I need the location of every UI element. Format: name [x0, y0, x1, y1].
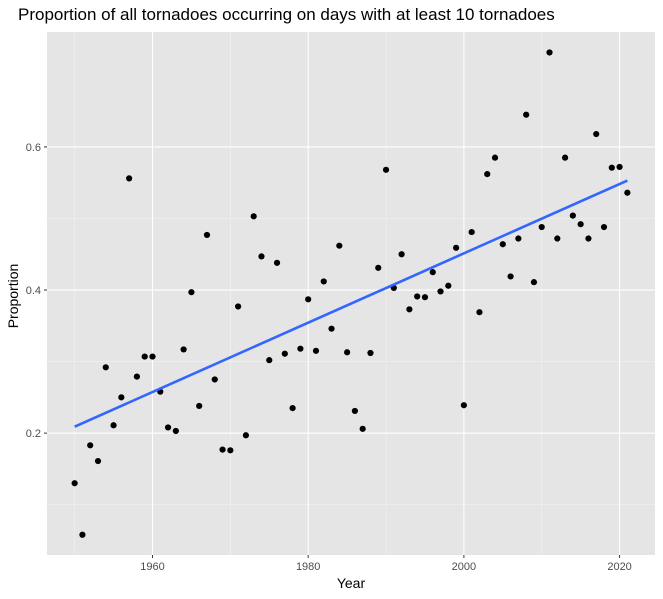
y-axis-title: Proportion [5, 264, 21, 329]
data-point [118, 394, 125, 401]
x-axis-ticks: 1960 1980 2000 2020 [140, 555, 632, 573]
data-point [530, 279, 538, 286]
data-point [367, 349, 374, 357]
data-point [429, 269, 436, 276]
data-point [476, 309, 483, 316]
data-point [164, 424, 172, 431]
data-point [398, 251, 405, 258]
data-point [460, 402, 467, 409]
data-point [414, 293, 421, 300]
data-point [102, 364, 109, 371]
x-axis-title: Year [337, 575, 366, 591]
data-point [188, 289, 195, 296]
data-point [79, 531, 86, 538]
data-point [297, 345, 304, 352]
data-point [546, 49, 553, 56]
data-point [600, 223, 608, 231]
data-point [203, 231, 211, 239]
data-points [71, 49, 631, 538]
data-point [569, 212, 576, 219]
data-point [452, 244, 460, 251]
data-point [523, 111, 530, 118]
data-point [211, 376, 218, 383]
x-tick-label: 2020 [607, 561, 631, 573]
data-point [196, 402, 203, 410]
data-point [149, 353, 156, 360]
data-point [320, 278, 327, 285]
data-point [491, 154, 499, 161]
data-point [351, 407, 358, 415]
data-point [94, 457, 102, 465]
data-point [616, 163, 623, 171]
data-point [585, 235, 592, 242]
data-point [328, 325, 335, 332]
data-point [133, 373, 141, 380]
data-point [468, 228, 475, 236]
data-point [593, 130, 600, 138]
data-point [87, 442, 94, 449]
data-point [219, 446, 226, 453]
data-point [71, 480, 78, 487]
data-point [577, 221, 584, 228]
data-point [445, 282, 452, 289]
data-point [499, 241, 506, 248]
data-point [406, 306, 413, 313]
y-tick-label: 0.2 [26, 428, 41, 440]
data-point [484, 171, 491, 178]
data-point [242, 432, 250, 439]
data-point [624, 189, 631, 196]
y-tick-label: 0.6 [26, 142, 41, 154]
data-point [289, 404, 296, 412]
x-tick-label: 2000 [452, 561, 476, 573]
data-point [359, 425, 366, 432]
x-tick-label: 1960 [140, 561, 164, 573]
minor-gridlines [47, 32, 655, 555]
data-point [554, 235, 561, 242]
data-point [515, 235, 522, 242]
plot-panel [47, 32, 655, 555]
data-point [437, 288, 444, 295]
data-point [235, 303, 242, 310]
data-point [110, 422, 117, 429]
data-point [180, 346, 187, 353]
data-point [227, 447, 234, 454]
y-tick-label: 0.4 [26, 285, 41, 297]
data-point [305, 296, 312, 303]
data-point [266, 357, 273, 364]
data-point [538, 223, 545, 231]
data-point [421, 294, 429, 301]
data-point [608, 164, 615, 171]
data-point [507, 273, 514, 280]
data-point [281, 350, 288, 357]
chart-title: Proportion of all tornadoes occurring on… [18, 5, 555, 24]
data-point [336, 242, 343, 249]
data-point [273, 259, 281, 266]
data-point [258, 253, 265, 260]
trend-line [74, 179, 628, 428]
data-point [382, 166, 390, 173]
y-axis-ticks: 0.2 0.4 0.6 [26, 142, 47, 440]
data-point [250, 213, 257, 220]
data-point [141, 353, 148, 360]
data-point [344, 349, 351, 356]
major-gridlines [47, 32, 655, 555]
x-tick-label: 1980 [296, 561, 320, 573]
data-point [375, 264, 382, 271]
data-point [172, 427, 179, 435]
data-point [312, 347, 320, 354]
data-point [126, 175, 133, 182]
data-point [561, 154, 569, 161]
